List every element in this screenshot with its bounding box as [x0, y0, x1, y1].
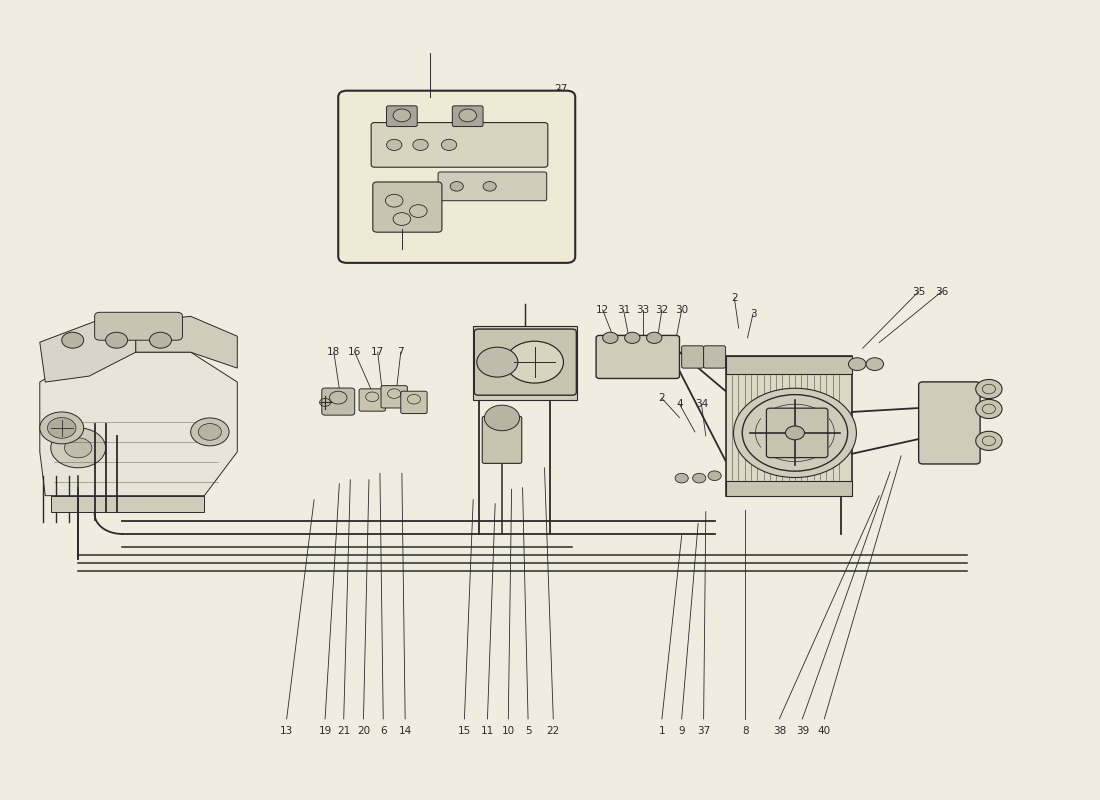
Circle shape	[976, 431, 1002, 450]
Text: 17: 17	[371, 347, 384, 357]
Text: 12: 12	[596, 305, 609, 315]
Polygon shape	[51, 496, 205, 512]
Circle shape	[198, 423, 221, 440]
Circle shape	[450, 182, 463, 191]
FancyBboxPatch shape	[473, 326, 578, 400]
Text: 26: 26	[466, 212, 480, 222]
Text: 34: 34	[695, 399, 708, 409]
Polygon shape	[40, 352, 238, 496]
FancyBboxPatch shape	[438, 172, 547, 201]
Text: 16: 16	[348, 347, 361, 357]
FancyBboxPatch shape	[596, 335, 680, 378]
Circle shape	[106, 332, 128, 348]
Circle shape	[708, 471, 722, 481]
Circle shape	[785, 426, 804, 440]
FancyBboxPatch shape	[381, 386, 407, 408]
FancyBboxPatch shape	[682, 346, 704, 368]
Circle shape	[190, 418, 229, 446]
Text: 40: 40	[817, 726, 830, 736]
Circle shape	[441, 139, 456, 150]
Text: 2: 2	[659, 394, 666, 403]
FancyBboxPatch shape	[386, 106, 417, 126]
Circle shape	[647, 332, 662, 343]
Text: 8: 8	[742, 726, 749, 736]
Circle shape	[693, 474, 706, 483]
Circle shape	[65, 438, 92, 458]
Text: 5: 5	[525, 726, 531, 736]
Circle shape	[734, 388, 857, 478]
Polygon shape	[40, 316, 135, 382]
Text: 28: 28	[554, 100, 568, 110]
Circle shape	[976, 379, 1002, 398]
Text: 23: 23	[554, 162, 568, 172]
Polygon shape	[135, 316, 238, 368]
Text: 22: 22	[547, 726, 560, 736]
Circle shape	[476, 347, 518, 377]
Circle shape	[866, 358, 883, 370]
Text: 15: 15	[458, 726, 471, 736]
Text: 11: 11	[481, 726, 494, 736]
Text: 13: 13	[280, 726, 294, 736]
Text: 31: 31	[617, 305, 630, 315]
FancyBboxPatch shape	[373, 182, 442, 232]
Text: 19: 19	[318, 726, 332, 736]
Text: 20: 20	[356, 726, 370, 736]
Text: 10: 10	[502, 726, 515, 736]
Circle shape	[976, 399, 1002, 418]
FancyBboxPatch shape	[767, 408, 828, 458]
Circle shape	[848, 358, 866, 370]
Text: 36: 36	[935, 286, 948, 297]
Circle shape	[459, 109, 476, 122]
Text: 38: 38	[772, 726, 785, 736]
FancyBboxPatch shape	[452, 106, 483, 126]
Text: 33: 33	[637, 305, 650, 315]
Circle shape	[625, 332, 640, 343]
Circle shape	[47, 418, 76, 438]
Circle shape	[484, 405, 519, 430]
Text: 7: 7	[397, 347, 404, 357]
Text: 29: 29	[554, 118, 568, 127]
Text: 18: 18	[327, 347, 341, 357]
FancyBboxPatch shape	[95, 312, 183, 340]
Circle shape	[483, 182, 496, 191]
Text: 21: 21	[337, 726, 350, 736]
FancyBboxPatch shape	[400, 391, 427, 414]
Circle shape	[603, 332, 618, 343]
Text: 2: 2	[732, 293, 738, 303]
Text: 6: 6	[379, 726, 386, 736]
Text: 30: 30	[675, 305, 689, 315]
Text: 24: 24	[387, 176, 400, 186]
Text: 25: 25	[554, 140, 568, 150]
Circle shape	[150, 332, 172, 348]
FancyBboxPatch shape	[726, 356, 851, 374]
Text: 4: 4	[676, 399, 683, 409]
Text: 14: 14	[398, 726, 411, 736]
Circle shape	[62, 332, 84, 348]
Text: 37: 37	[697, 726, 711, 736]
Circle shape	[40, 412, 84, 444]
Circle shape	[412, 139, 428, 150]
Circle shape	[51, 428, 106, 468]
FancyBboxPatch shape	[371, 122, 548, 167]
FancyBboxPatch shape	[726, 356, 851, 496]
Circle shape	[386, 139, 402, 150]
Circle shape	[393, 109, 410, 122]
FancyBboxPatch shape	[482, 416, 521, 463]
FancyBboxPatch shape	[322, 388, 354, 415]
FancyBboxPatch shape	[474, 329, 576, 395]
Circle shape	[506, 342, 563, 383]
Text: 27: 27	[554, 84, 568, 94]
FancyBboxPatch shape	[359, 389, 385, 411]
FancyBboxPatch shape	[918, 382, 980, 464]
FancyBboxPatch shape	[726, 482, 851, 496]
Circle shape	[675, 474, 689, 483]
Text: 35: 35	[912, 286, 925, 297]
Text: 39: 39	[795, 726, 808, 736]
Text: 9: 9	[679, 726, 685, 736]
Text: 1: 1	[659, 726, 666, 736]
Text: 3: 3	[750, 309, 757, 319]
FancyBboxPatch shape	[338, 90, 575, 263]
FancyBboxPatch shape	[704, 346, 726, 368]
Text: 32: 32	[656, 305, 669, 315]
